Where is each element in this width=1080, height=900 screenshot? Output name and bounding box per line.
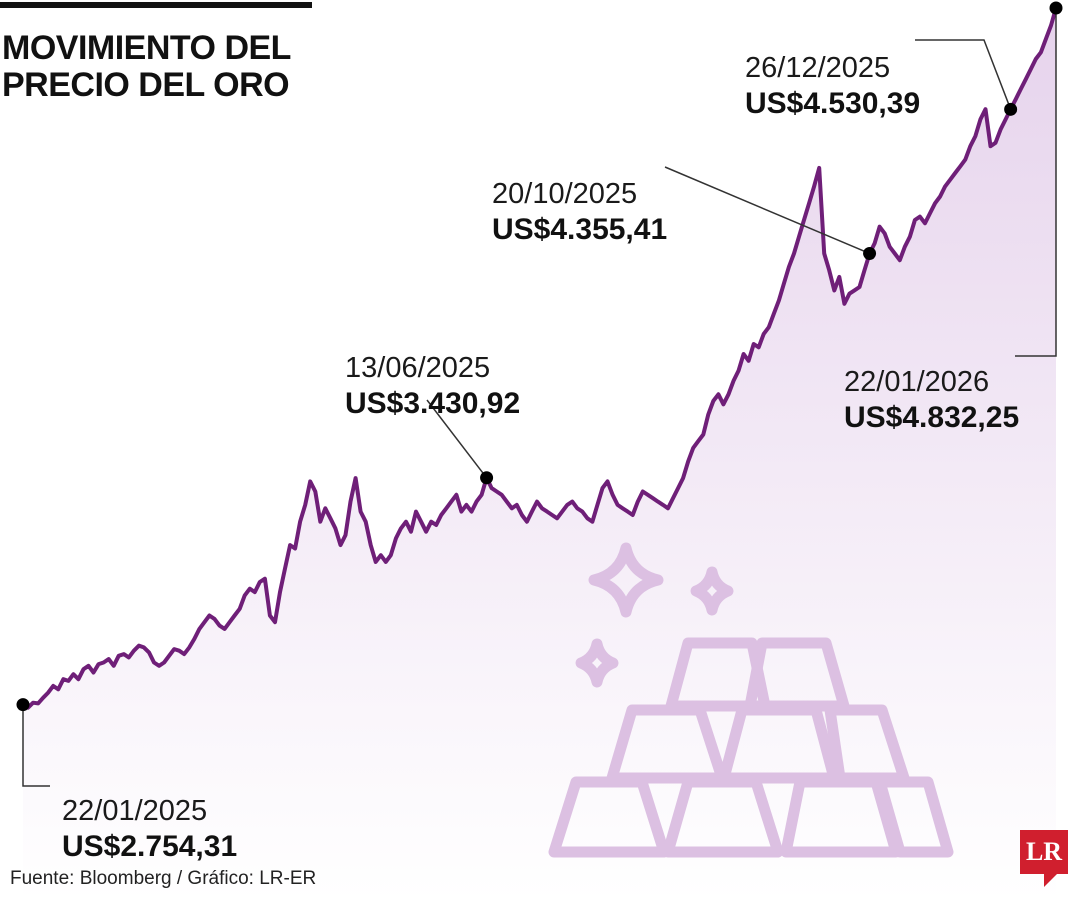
annotation-marker xyxy=(1004,102,1018,116)
annotation-value: US$4.832,25 xyxy=(844,401,1019,434)
annotation-value: US$3.430,92 xyxy=(345,387,520,420)
chart-title: MOVIMIENTO DEL PRECIO DEL ORO xyxy=(2,30,362,104)
annotation-date: 13/06/2025 xyxy=(345,352,490,384)
annotation-date: 22/01/2025 xyxy=(62,795,207,827)
source-note: Fuente: Bloomberg / Gráfico: LR-ER xyxy=(10,868,317,889)
annotation-value: US$4.355,41 xyxy=(492,213,667,246)
annotation-date: 22/01/2026 xyxy=(844,366,989,398)
annotation-value: US$2.754,31 xyxy=(62,830,237,863)
gold-bars-sparkles-icon xyxy=(548,542,954,858)
annotation-marker xyxy=(1049,1,1063,15)
lr-logo: LR xyxy=(1020,830,1068,874)
annotation-date: 20/10/2025 xyxy=(492,178,637,210)
annotation-value: US$4.530,39 xyxy=(745,87,920,120)
annotation-leader xyxy=(426,399,488,479)
annotation-leader xyxy=(22,704,50,787)
annotation-leader xyxy=(1015,8,1057,357)
annotation-leader xyxy=(664,166,870,255)
annotation-marker xyxy=(480,471,494,485)
price-line xyxy=(21,6,1058,710)
annotation-date: 26/12/2025 xyxy=(745,52,890,84)
chart-title-line-2: PRECIO DEL ORO xyxy=(2,66,290,104)
annotation-marker xyxy=(863,246,877,260)
annotation-leader xyxy=(915,39,1012,110)
price-area-fill xyxy=(23,8,1056,900)
chart-title-line-1: MOVIMIENTO DEL xyxy=(2,29,291,67)
annotation-marker xyxy=(16,698,30,712)
lr-logo-tail xyxy=(1044,873,1058,887)
title-rule xyxy=(0,2,312,8)
